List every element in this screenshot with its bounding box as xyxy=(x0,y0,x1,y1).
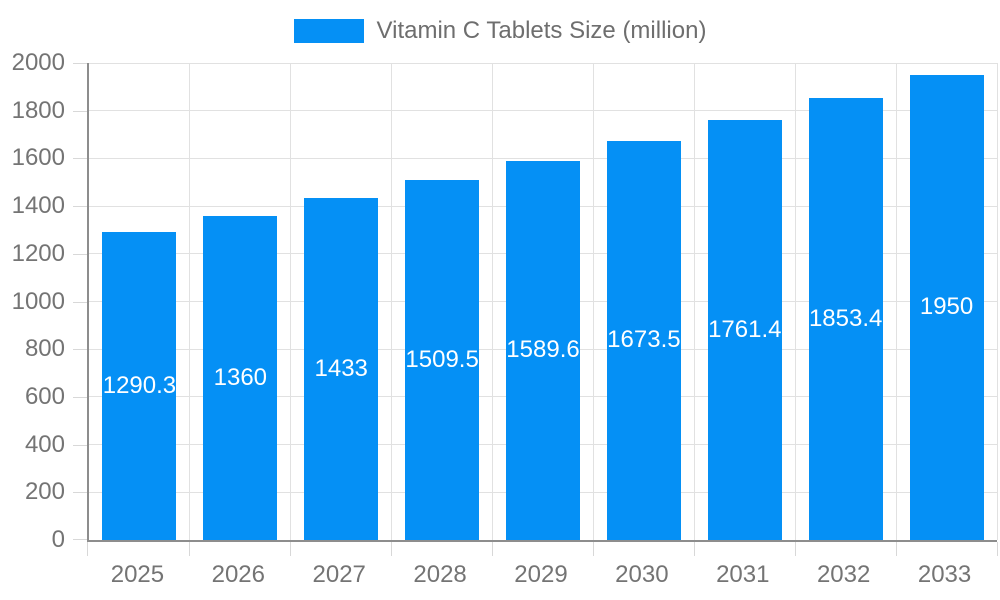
v-gridline xyxy=(693,63,695,540)
y-axis-label: 1200 xyxy=(11,239,65,267)
bar-value-label: 1433 xyxy=(314,355,368,383)
h-gridline xyxy=(89,110,997,112)
y-axis-tick xyxy=(73,396,87,398)
y-axis-tick xyxy=(73,349,87,351)
bar-value-label: 1673.5 xyxy=(607,326,681,354)
y-axis-tick xyxy=(73,492,87,494)
h-gridline xyxy=(89,157,997,159)
v-gridline xyxy=(290,63,292,540)
h-gridline xyxy=(89,62,997,64)
x-axis-label: 2029 xyxy=(514,561,568,588)
x-axis-tick xyxy=(996,542,998,556)
x-axis-tick xyxy=(87,542,88,556)
x-axis-label: 2025 xyxy=(110,561,165,588)
x-axis-label: 2027 xyxy=(312,561,366,588)
x-axis-label: 2026 xyxy=(211,561,265,588)
x-axis-label: 2031 xyxy=(716,561,770,588)
v-gridline xyxy=(895,63,897,540)
bar-value-label: 1761.4 xyxy=(708,315,782,343)
y-axis-tick xyxy=(73,539,87,540)
x-axis-tick xyxy=(693,542,695,556)
v-gridline xyxy=(996,63,998,540)
y-axis-tick xyxy=(73,63,87,64)
x-axis-tick xyxy=(189,542,191,556)
bar-value-label: 1950 xyxy=(919,293,974,321)
x-axis-label: 2030 xyxy=(615,561,669,588)
y-axis-tick xyxy=(73,301,87,303)
bar-2030[interactable]: 1673.5 xyxy=(606,140,681,540)
y-axis-label: 0 xyxy=(51,526,65,553)
plot-area: 1290.3 1360 1433 1509.5 1589.6 1673.5 1761.4 18… xyxy=(73,62,998,556)
y-axis-label: 600 xyxy=(24,382,65,410)
x-axis-tick xyxy=(492,542,494,556)
bar-value-label: 1290.3 xyxy=(102,372,177,400)
legend-label: Vitamin C Tablets Size (million) xyxy=(376,17,707,44)
y-axis-label: 1800 xyxy=(11,96,65,124)
bar-2029[interactable]: 1589.6 xyxy=(506,160,580,540)
legend-marker xyxy=(293,19,364,43)
y-axis-label: 2000 xyxy=(11,49,65,76)
bar-2031[interactable]: 1761.4 xyxy=(707,119,782,540)
y-axis-tick xyxy=(73,444,87,446)
bar-2025[interactable]: 1290.3 xyxy=(102,232,177,540)
y-axis-tick xyxy=(73,110,87,112)
y-axis-tick xyxy=(73,253,87,255)
x-axis-tick xyxy=(895,542,897,556)
x-axis-tick xyxy=(391,542,393,556)
v-gridline xyxy=(189,63,191,540)
v-gridline xyxy=(492,63,494,540)
legend[interactable]: Vitamin C Tablets Size (million) xyxy=(0,17,1000,45)
bar-2033[interactable]: 1950 xyxy=(909,74,984,540)
bar-value-label: 1589.6 xyxy=(506,336,580,364)
x-axis-label: 2032 xyxy=(816,561,871,588)
y-axis-label: 1600 xyxy=(11,144,65,172)
bar-2028[interactable]: 1509.5 xyxy=(405,179,480,540)
x-axis-labels: 2025 2026 2027 2028 2029 2030 2031 2032 2033 xyxy=(87,561,995,593)
x-axis-label: 2033 xyxy=(917,561,972,588)
bar-2032[interactable]: 1853.4 xyxy=(808,97,883,540)
bar-value-label: 1360 xyxy=(213,363,268,391)
y-axis-label: 800 xyxy=(24,335,65,363)
y-axis-label: 400 xyxy=(24,430,65,458)
bar-2026[interactable]: 1360 xyxy=(203,215,278,540)
x-axis-tick xyxy=(794,542,796,556)
v-gridline xyxy=(592,63,594,540)
y-axis-label: 1000 xyxy=(11,287,65,315)
bar-value-label: 1509.5 xyxy=(405,345,479,373)
bar-2027[interactable]: 1433 xyxy=(304,198,379,540)
y-axis-labels: 0 200 400 600 800 1000 1200 1400 1600 1800 2000 xyxy=(0,51,65,552)
bar-value-label: 1853.4 xyxy=(808,304,883,332)
v-gridline xyxy=(391,63,393,540)
y-axis-tick xyxy=(73,206,87,208)
y-axis-label: 1400 xyxy=(11,192,65,220)
v-gridline xyxy=(794,63,796,540)
y-axis-label: 200 xyxy=(24,478,65,506)
x-axis-tick xyxy=(592,542,594,556)
x-axis-tick xyxy=(290,542,292,556)
y-axis-tick xyxy=(73,158,87,160)
x-axis-label: 2028 xyxy=(413,561,467,588)
